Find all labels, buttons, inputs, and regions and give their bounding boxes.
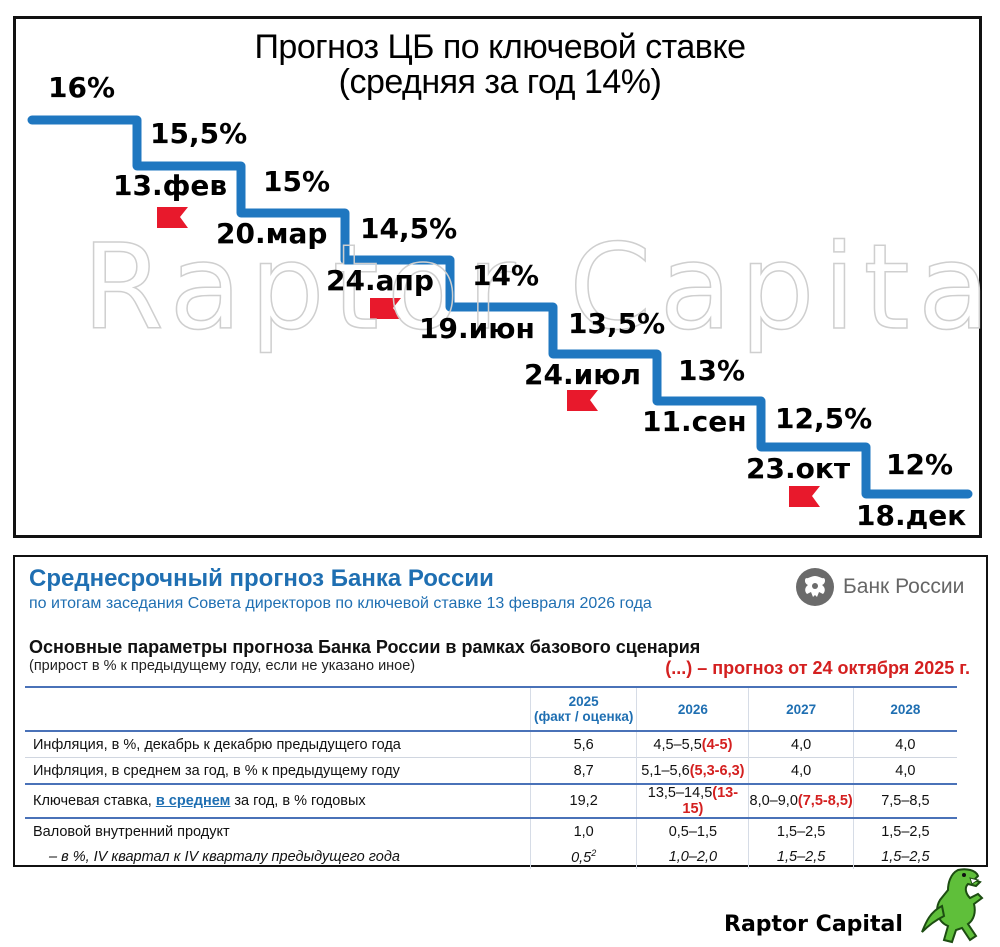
rate-label: 15,5% <box>150 117 248 150</box>
cell-2025: 19,2 <box>530 784 637 818</box>
cell-2028: 1,5–2,5 <box>852 844 957 869</box>
meeting-date-label: 18.дек <box>856 499 967 532</box>
row-label: Инфляция, в среднем за год, в % к предыд… <box>33 762 400 779</box>
cell-2026: 4,5–5,5(4-5) <box>636 731 749 758</box>
chart-title-line2: (средняя за год 14%) <box>338 63 662 101</box>
prev-forecast-value: (4-5) <box>701 736 733 753</box>
prev-forecast-value: (13-15) <box>682 785 739 817</box>
cell-2025: 1,0 <box>530 818 637 844</box>
cell-2027: 1,5–2,5 <box>748 844 854 869</box>
table-row: Инфляция, в %, декабрь к декабрю предыду… <box>25 731 957 758</box>
row-label: Ключевая ставка, в среднем за год, в % г… <box>33 793 366 809</box>
prev-forecast-value: (5,3-6,3) <box>689 762 745 779</box>
meeting-date-label: 24.июл <box>524 358 641 391</box>
watermark: Raptor Capital <box>81 218 1000 356</box>
row-label: Валовой внутренний продукт <box>33 823 230 840</box>
rate-label: 12% <box>886 448 954 481</box>
chart-title-line1: Прогноз ЦБ по ключевой ставке <box>254 28 746 66</box>
rate-label: 14% <box>472 259 540 292</box>
doc-subtitle: по итогам заседания Совета директоров по… <box>29 595 652 612</box>
table-header-row: 2025 (факт / оценка) 2026 2027 2028 <box>25 687 957 731</box>
table-row: Инфляция, в среднем за год, в % к предыд… <box>25 757 957 784</box>
cell-2028: 7,5–8,5 <box>852 784 957 818</box>
cbr-forecast-panel: Среднесрочный прогноз Банка России по ит… <box>13 555 988 869</box>
step-line-chart <box>27 115 973 507</box>
bank-of-russia-text: Банк России <box>843 575 965 598</box>
prev-forecast-value: (7,5-8,5) <box>797 793 853 809</box>
cell-2025: 5,6 <box>530 731 637 758</box>
flag-icon <box>157 207 188 228</box>
rate-label: 13,5% <box>568 307 666 340</box>
rate-label: 12,5% <box>775 402 873 435</box>
forecast-params-table: 2025 (факт / оценка) 2026 2027 2028 Инфл… <box>25 686 957 869</box>
table-row: Валовой внутренний продукт 1,0 0,5–1,5 1… <box>25 818 957 844</box>
cell-2028: 4,0 <box>852 731 957 758</box>
cell-2026: 5,1–5,6(5,3-6,3) <box>636 757 749 784</box>
meeting-date-label: 19.июн <box>419 312 535 345</box>
cell-2025: 8,7 <box>530 757 637 784</box>
chart-title: Прогноз ЦБ по ключевой ставке (средняя з… <box>0 30 1000 100</box>
meeting-date-label: 11.сен <box>642 405 747 438</box>
cell-2026: 13,5–14,5(13-15) <box>636 784 749 818</box>
col-header-2026: 2026 <box>636 687 749 731</box>
cell-2028: 4,0 <box>852 757 957 784</box>
params-title: Основные параметры прогноза Банка России… <box>29 637 701 657</box>
rate-label: 13% <box>678 354 746 387</box>
cell-2027: 4,0 <box>748 731 854 758</box>
bank-of-russia-logo: Банк России <box>795 567 964 607</box>
raptor-dinosaur-icon <box>921 868 984 944</box>
cell-2028: 1,5–2,5 <box>852 818 957 844</box>
double-eagle-emblem-icon <box>796 568 834 606</box>
previous-forecast-note: (...) – прогноз от 24 октября 2025 г. <box>665 658 970 678</box>
table-row: Ключевая ставка, в среднем за год, в % г… <box>25 784 957 818</box>
cell-2027: 4,0 <box>748 757 854 784</box>
meeting-date-label: 24.апр <box>326 264 434 297</box>
average-link[interactable]: в среднем <box>155 793 231 809</box>
doc-title: Среднесрочный прогноз Банка России <box>29 565 494 592</box>
row-label: – в %, IV квартал к IV кварталу предыдущ… <box>49 848 400 865</box>
cell-2025: 0,52 <box>530 844 637 869</box>
meeting-date-label: 20.мар <box>216 217 328 250</box>
rate-label: 16% <box>48 71 116 104</box>
row-label: Инфляция, в %, декабрь к декабрю предыду… <box>33 736 401 753</box>
col-header-2027: 2027 <box>748 687 854 731</box>
raptor-capital-brand: Raptor Capital <box>724 912 903 937</box>
meeting-date-label: 23.окт <box>746 452 851 485</box>
footnote-marker: 2 <box>591 847 597 858</box>
cell-2027: 8,0–9,0(7,5-8,5) <box>748 784 854 818</box>
table-row: – в %, IV квартал к IV кварталу предыдущ… <box>25 844 957 869</box>
key-rate-step-line <box>27 115 973 499</box>
cell-2026: 1,0–2,0 <box>636 844 749 869</box>
flag-icon <box>370 298 401 319</box>
flag-icon <box>789 486 820 507</box>
rate-label: 15% <box>263 165 331 198</box>
flag-icon <box>567 390 598 411</box>
params-note: (прирост в % к предыдущему году, если не… <box>29 658 416 674</box>
cell-2027: 1,5–2,5 <box>748 818 854 844</box>
col-header-2028: 2028 <box>852 687 957 731</box>
cell-2026: 0,5–1,5 <box>636 818 749 844</box>
col-header-2025: 2025 (факт / оценка) <box>530 687 637 731</box>
rate-label: 14,5% <box>360 212 458 245</box>
meeting-date-label: 13.фев <box>113 169 228 202</box>
col-header-label <box>25 687 531 731</box>
